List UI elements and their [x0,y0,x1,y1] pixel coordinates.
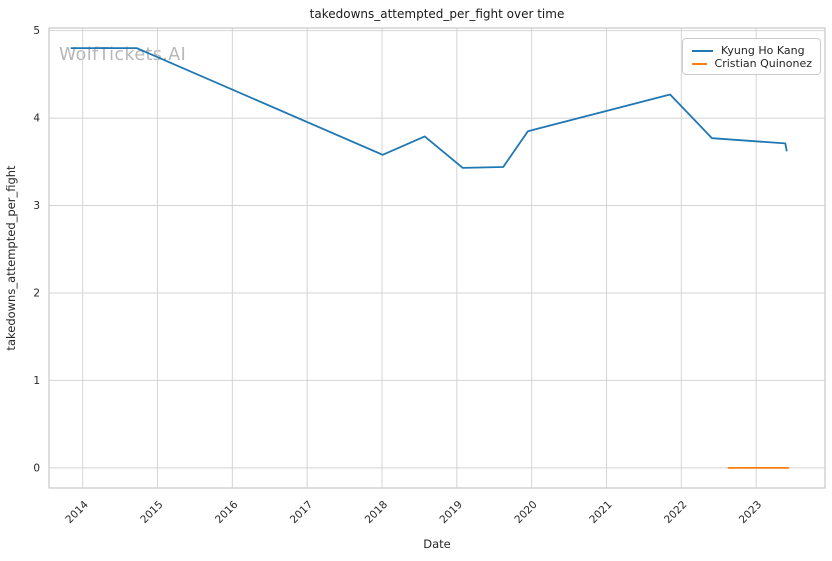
x-tick-label: 2015 [138,499,165,526]
legend-label: Kyung Ho Kang [721,44,805,57]
chart-title: takedowns_attempted_per_fight over time [309,7,565,21]
x-axis-label: Date [423,537,451,551]
x-tick-label: 2021 [587,499,614,526]
series-line-0 [70,47,788,169]
y-tick-label: 0 [33,462,40,474]
x-tick-label: 2022 [662,499,689,526]
watermark: WolfTickets.AI [59,45,187,65]
x-tick-label: 2017 [288,499,315,526]
x-tick-label: 2019 [438,499,465,526]
x-tick-label: 2018 [363,499,390,526]
legend: Kyung Ho Kang Cristian Quinonez [682,38,821,75]
x-tick-label: 2014 [63,498,91,526]
y-tick-label: 4 [33,113,40,125]
plot-border [48,27,826,489]
x-tick-label: 2020 [512,499,539,526]
legend-entry-cristian-quinonez: Cristian Quinonez [692,57,812,70]
y-tick-label: 1 [33,375,40,387]
legend-label: Cristian Quinonez [714,57,812,70]
legend-line-swatch [692,49,713,52]
legend-entry-kyung-ho-kang: Kyung Ho Kang [692,44,812,57]
y-tick-label: 2 [33,287,40,299]
x-tick-label: 2023 [737,499,764,526]
y-tick-label: 3 [33,200,40,212]
x-tick-label: 2016 [213,498,241,526]
y-tick-label: 5 [33,25,40,37]
legend-line-swatch [692,62,707,65]
